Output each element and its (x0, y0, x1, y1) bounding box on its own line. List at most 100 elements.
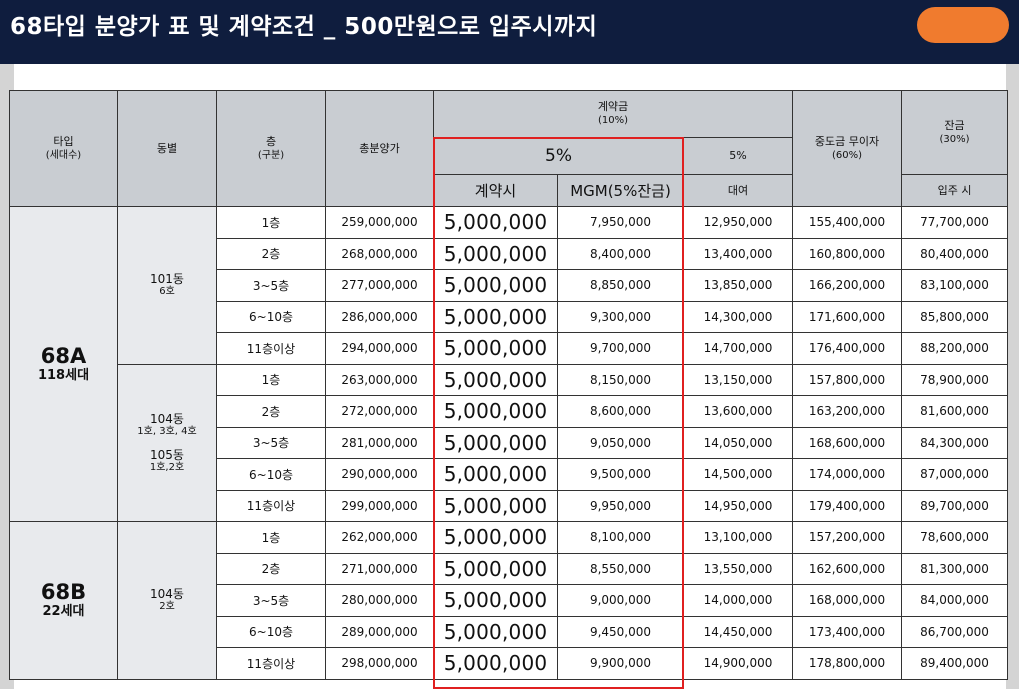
table-row: 104동 1호, 3호, 4호 105동 1호,2호 1층 263,000,000 … (10, 363, 1009, 522)
mgm-cell: 9,900,000 (557, 647, 684, 680)
table-row: 2층 272,000,000 5,000,000 8,600,000 13,60… (10, 395, 1009, 428)
contract-cell: 5,000,000 (433, 552, 558, 585)
table-row: 11층이상 294,000,000 5,000,000 9,700,000 14… (10, 332, 1009, 365)
total-price-cell: 286,000,000 (325, 300, 434, 333)
loan-cell: 13,850,000 (682, 269, 794, 302)
mgm-cell: 9,000,000 (557, 584, 684, 617)
middle-cell: 155,400,000 (792, 206, 903, 239)
loan-cell: 12,950,000 (682, 206, 794, 239)
right-gutter (1006, 64, 1019, 689)
header-floor: 층 (구분) (216, 90, 326, 207)
total-price-cell: 294,000,000 (325, 332, 434, 365)
mgm-cell: 8,100,000 (557, 521, 684, 554)
balance-cell: 87,000,000 (901, 458, 1009, 491)
middle-cell: 163,200,000 (792, 395, 903, 428)
loan-cell: 14,700,000 (682, 332, 794, 365)
balance-cell: 83,100,000 (901, 269, 1009, 302)
loan-cell: 13,150,000 (682, 363, 794, 396)
loan-cell: 13,550,000 (682, 552, 794, 585)
balance-cell: 88,200,000 (901, 332, 1009, 365)
balance-cell: 85,800,000 (901, 300, 1009, 333)
total-price-cell: 272,000,000 (325, 395, 434, 428)
table-row: 68B 22세대 104동 2호 1층 262,000,000 5,000,000 … (9, 521, 1009, 680)
middle-cell: 160,800,000 (792, 237, 903, 270)
middle-cell: 168,000,000 (792, 584, 903, 617)
loan-cell: 14,950,000 (682, 489, 794, 522)
contract-cell: 5,000,000 (433, 363, 558, 396)
price-table: 타입 (세대수) 동별 층 (구분) 총분양가 계약금 (10%) 중도금 무이자 (6… (9, 90, 1009, 680)
mgm-cell: 8,600,000 (557, 395, 684, 428)
type-cell-68b: 68B 22세대 (9, 521, 118, 680)
loan-cell: 14,000,000 (682, 584, 794, 617)
table-row: 3~5층 280,000,000 5,000,000 9,000,000 14,… (10, 584, 1009, 617)
contract-cell: 5,000,000 (433, 300, 558, 333)
balance-cell: 81,300,000 (901, 552, 1009, 585)
floor-cell: 2층 (216, 237, 326, 270)
middle-cell: 176,400,000 (792, 332, 903, 365)
mgm-cell: 9,950,000 (557, 489, 684, 522)
balance-cell: 84,300,000 (901, 426, 1009, 459)
table-row: 11층이상 298,000,000 5,000,000 9,900,000 14… (10, 647, 1009, 680)
floor-cell: 3~5층 (216, 584, 326, 617)
mgm-cell: 8,850,000 (557, 269, 684, 302)
loan-cell: 14,050,000 (682, 426, 794, 459)
floor-cell: 11층이상 (216, 332, 326, 365)
header-at-contract: 계약시 (433, 174, 558, 207)
floor-cell: 1층 (216, 521, 326, 554)
contract-cell: 5,000,000 (433, 237, 558, 270)
header-loan: 대여 (682, 174, 794, 207)
total-price-cell: 263,000,000 (325, 363, 434, 396)
header-five-percent-right: 5% (682, 137, 794, 175)
contract-cell: 5,000,000 (433, 332, 558, 365)
contract-cell: 5,000,000 (433, 489, 558, 522)
total-price-cell: 277,000,000 (325, 269, 434, 302)
contract-cell: 5,000,000 (433, 395, 558, 428)
type-cell-68a: 68A 118세대 (9, 206, 118, 522)
total-price-cell: 280,000,000 (325, 584, 434, 617)
contract-cell: 5,000,000 (433, 426, 558, 459)
total-price-cell: 262,000,000 (325, 521, 434, 554)
contract-cell: 5,000,000 (433, 269, 558, 302)
total-price-cell: 259,000,000 (325, 206, 434, 239)
mgm-cell: 7,950,000 (557, 206, 684, 239)
balance-cell: 86,700,000 (901, 615, 1009, 648)
contract-cell: 5,000,000 (433, 584, 558, 617)
total-price-cell: 268,000,000 (325, 237, 434, 270)
title-bar: 68타입 분양가 표 및 계약조건 _ 500만원으로 입주시까지 (0, 0, 1019, 64)
header-middle-payment: 중도금 무이자 (60%) (792, 90, 903, 207)
middle-cell: 168,600,000 (792, 426, 903, 459)
middle-cell: 174,000,000 (792, 458, 903, 491)
mgm-cell: 8,150,000 (557, 363, 684, 396)
total-price-cell: 281,000,000 (325, 426, 434, 459)
floor-cell: 11층이상 (216, 647, 326, 680)
header-balance: 잔금 (30%) (901, 90, 1009, 175)
mgm-cell: 8,400,000 (557, 237, 684, 270)
total-price-cell: 271,000,000 (325, 552, 434, 585)
mgm-cell: 9,050,000 (557, 426, 684, 459)
middle-cell: 162,600,000 (792, 552, 903, 585)
contract-cell: 5,000,000 (433, 458, 558, 491)
redaction-mark (917, 7, 1009, 43)
mgm-cell: 9,450,000 (557, 615, 684, 648)
loan-cell: 14,500,000 (682, 458, 794, 491)
building-cell-104: 104동 2호 (117, 521, 217, 680)
loan-cell: 14,450,000 (682, 615, 794, 648)
total-price-cell: 298,000,000 (325, 647, 434, 680)
balance-cell: 89,700,000 (901, 489, 1009, 522)
building-cell-104-105: 104동 1호, 3호, 4호 105동 1호,2호 (117, 363, 217, 522)
middle-cell: 178,800,000 (792, 647, 903, 680)
balance-cell: 84,000,000 (901, 584, 1009, 617)
balance-cell: 78,600,000 (901, 521, 1009, 554)
balance-cell: 81,600,000 (901, 395, 1009, 428)
contract-cell: 5,000,000 (433, 206, 558, 239)
loan-cell: 13,100,000 (682, 521, 794, 554)
header-total-price: 총분양가 (325, 90, 434, 207)
header-five-percent: 5% (433, 137, 684, 175)
middle-cell: 166,200,000 (792, 269, 903, 302)
mgm-cell: 9,500,000 (557, 458, 684, 491)
balance-cell: 89,400,000 (901, 647, 1009, 680)
middle-cell: 171,600,000 (792, 300, 903, 333)
floor-cell: 6~10층 (216, 458, 326, 491)
page-title: 68타입 분양가 표 및 계약조건 _ 500만원으로 입주시까지 (10, 14, 598, 40)
table-row: 68A 118세대 101동 6호 1층 259,000,000 5,000,000… (9, 206, 1009, 522)
